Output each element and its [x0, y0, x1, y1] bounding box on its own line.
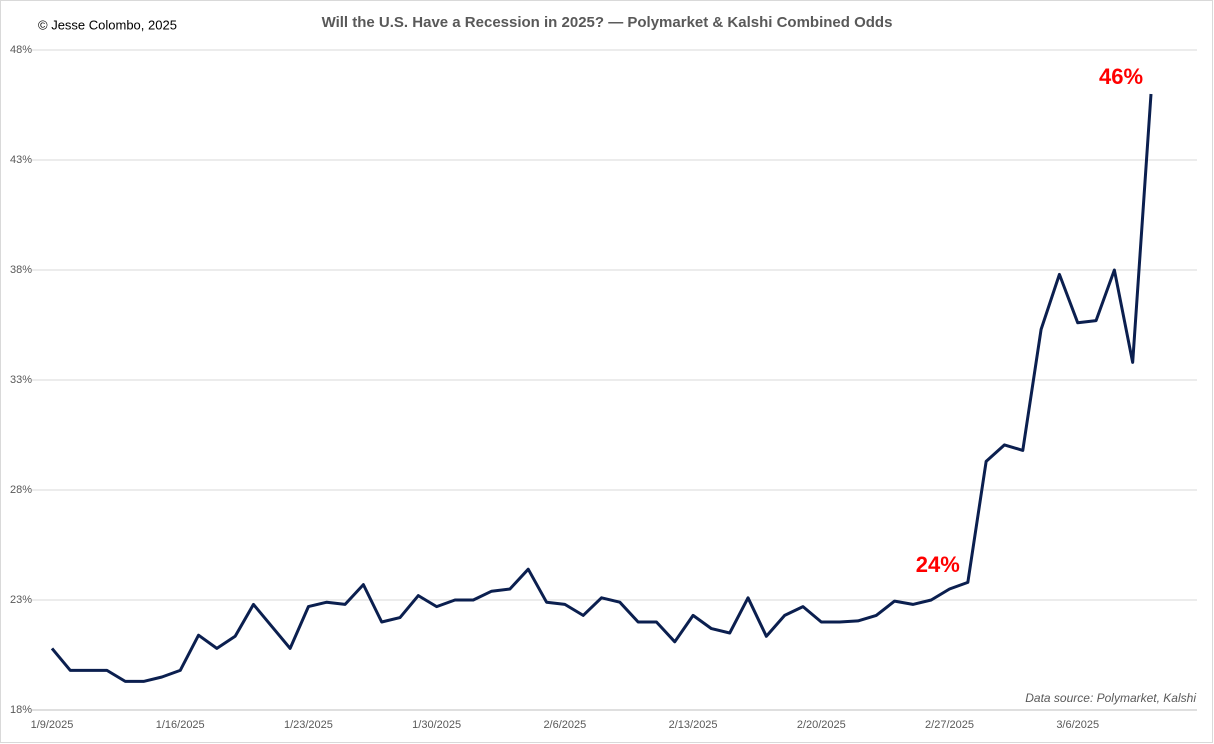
x-tick-label: 2/6/2025	[543, 719, 586, 731]
x-tick-label: 2/13/2025	[669, 719, 718, 731]
data-label: 24%	[916, 552, 960, 577]
y-tick-label: 28%	[10, 484, 32, 496]
data-label: 46%	[1099, 64, 1143, 89]
chart-title: Will the U.S. Have a Recession in 2025? …	[322, 14, 893, 31]
y-tick-label: 48%	[10, 44, 32, 56]
y-tick-label: 23%	[10, 594, 32, 606]
copyright: © Jesse Colombo, 2025	[38, 17, 177, 32]
source-note: Data source: Polymarket, Kalshi	[1025, 691, 1196, 705]
y-tick-label: 18%	[10, 704, 32, 716]
x-tick-label: 1/23/2025	[284, 719, 333, 731]
y-tick-label: 43%	[10, 154, 32, 166]
y-tick-label: 33%	[10, 374, 32, 386]
x-tick-label: 1/16/2025	[156, 719, 205, 731]
x-tick-label: 1/30/2025	[412, 719, 461, 731]
x-tick-label: 2/27/2025	[925, 719, 974, 731]
x-tick-label: 1/9/2025	[31, 719, 74, 731]
x-tick-label: 2/20/2025	[797, 719, 846, 731]
data-line	[50, 93, 1153, 683]
x-tick-label: 3/6/2025	[1056, 719, 1099, 731]
y-tick-label: 38%	[10, 264, 32, 276]
